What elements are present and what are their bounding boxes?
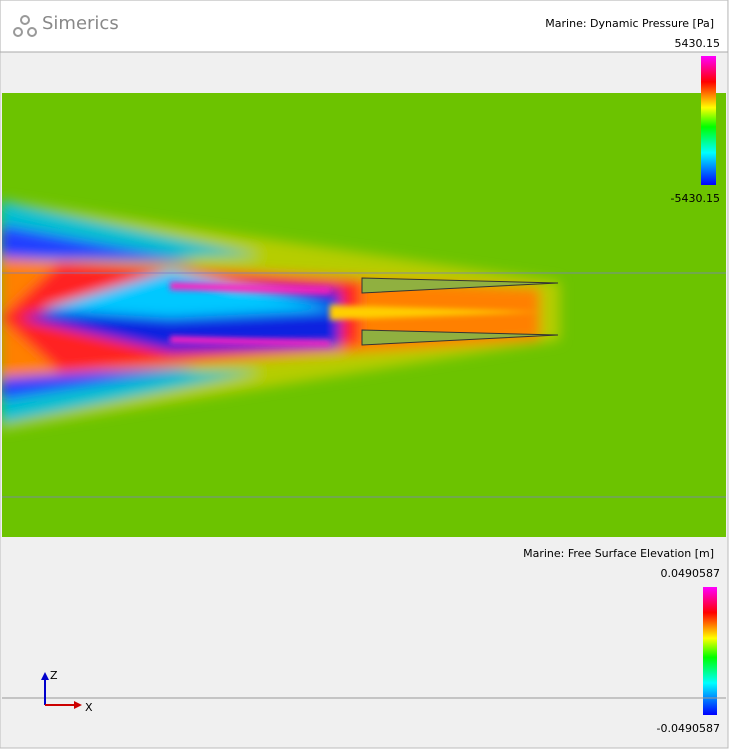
elevation-max: 0.0490587 bbox=[661, 567, 721, 580]
pressure-max: 5430.15 bbox=[675, 37, 721, 50]
axis-z-label: Z bbox=[50, 669, 58, 682]
logo-text: Simerics bbox=[42, 13, 119, 34]
pressure-title: Marine: Dynamic Pressure [Pa] bbox=[545, 17, 714, 30]
header-bar bbox=[1, 1, 727, 52]
elevation-title: Marine: Free Surface Elevation [m] bbox=[523, 547, 714, 560]
logo-icon bbox=[13, 15, 37, 37]
hull bbox=[361, 277, 559, 294]
axis-x-label: X bbox=[85, 701, 93, 714]
hull bbox=[361, 329, 559, 346]
pressure-field bbox=[2, 93, 726, 537]
elevation-colorbar bbox=[703, 587, 717, 715]
pressure-colorbar bbox=[701, 56, 716, 185]
pressure-min: -5430.15 bbox=[671, 192, 720, 205]
elevation-min: -0.0490587 bbox=[657, 722, 720, 735]
axis-triad bbox=[41, 672, 82, 709]
